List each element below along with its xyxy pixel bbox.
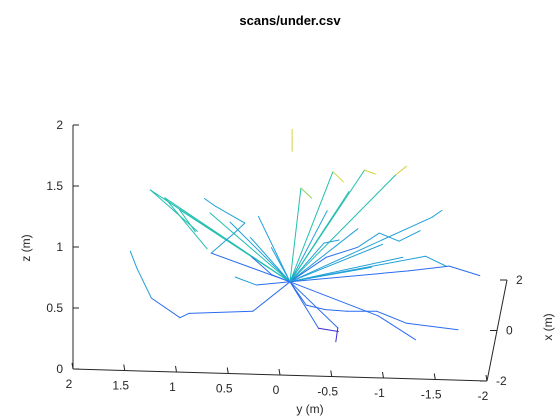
scan-line-segment (289, 171, 334, 283)
scan-line-segment (332, 171, 344, 183)
scan-line-segment (289, 255, 426, 283)
scan-line-segment (129, 250, 138, 269)
scan-line-segment (251, 256, 273, 276)
scan-line-segment (179, 312, 190, 319)
scan-line-segment (289, 256, 327, 283)
scan-line-segment (425, 255, 448, 267)
scan-line-segment (188, 310, 254, 314)
scan-line-segment (234, 276, 257, 286)
y-tick-label: -0.5 (317, 385, 338, 399)
scan-line-segment (214, 205, 246, 224)
scan-line-segment (376, 310, 408, 324)
y-tick-label: 1 (169, 380, 176, 394)
scan-line-segment (300, 187, 313, 199)
chart-title: scans/under.csv (239, 13, 341, 28)
scan-line-segment (136, 267, 152, 299)
x-tick-label: 0 (506, 324, 513, 338)
scan-lines (129, 128, 481, 343)
scan-line-segment (229, 221, 291, 283)
x-axis-label: x (m) (541, 313, 555, 340)
scan-line-segment (431, 209, 443, 218)
scan-line-segment (249, 236, 291, 283)
y-tick-mark (175, 365, 177, 373)
scan-line-segment (271, 274, 291, 283)
z-tick-label: 2 (56, 118, 63, 132)
scan-line-segment (289, 243, 384, 283)
scan-line-segment (357, 232, 380, 248)
y-tick-mark (123, 364, 126, 371)
scan-line-segment (395, 165, 407, 176)
y-tick-mark (330, 370, 333, 377)
scan-line-segment (377, 315, 416, 341)
y-tick-label: 0 (273, 383, 280, 397)
z-tick-label: 0 (56, 362, 63, 376)
scan-line-segment (398, 230, 421, 242)
y-axis-label: y (m) (296, 402, 323, 416)
y-tick-label: 2 (66, 377, 73, 391)
scan-line-segment (289, 191, 350, 283)
scan-line-segment (289, 216, 433, 283)
scan-line-segment (178, 209, 196, 233)
scan-line-segment (289, 256, 404, 283)
z-tick-label: 1 (56, 240, 63, 254)
scan-line-segment (289, 210, 328, 283)
scan-line-segment (323, 239, 340, 244)
x-tick-label: -2 (496, 374, 507, 388)
scan-line-segment (407, 265, 450, 272)
scan-line-segment (150, 297, 181, 319)
scan-line-segment (164, 197, 208, 250)
scan-line-segment (252, 281, 291, 312)
y-tick-label: -1 (374, 386, 385, 400)
scan-line-segment (289, 270, 409, 283)
x-tick-label: 2 (516, 273, 523, 287)
scan-line-segment (209, 212, 291, 283)
y-tick-mark (382, 371, 384, 379)
scan-line-segment (364, 169, 376, 175)
z-tick-label: 0.5 (46, 301, 63, 315)
scan-line-segment (289, 174, 397, 283)
scan-line-segment (335, 327, 339, 343)
scan-line-segment (289, 281, 379, 317)
scan-line-segment (448, 265, 481, 277)
y-tick-label: -1.5 (421, 388, 442, 402)
scan-line-segment (289, 242, 325, 283)
y-tick-mark (278, 368, 281, 376)
scan-line-segment (289, 281, 339, 329)
y-tick-label: -2 (478, 389, 489, 403)
tick-marks: 00.511.522 1.5 1 0.5 0 -0.5 -1 -1.5 -2-202 (46, 118, 523, 403)
scan-line-segment (289, 228, 359, 283)
scan-line-segment (232, 222, 246, 235)
scan-line-segment (325, 246, 359, 258)
y-tick-label: 0.5 (216, 382, 233, 396)
scan-line-segment (406, 322, 459, 331)
scan-line-segment (257, 215, 291, 283)
z-axis-label: z (m) (19, 234, 33, 261)
scan-line-segment (289, 187, 302, 283)
axes-3d (72, 125, 508, 382)
y-tick-mark (71, 362, 74, 370)
y-tick-mark (485, 374, 488, 382)
y-tick-mark (226, 367, 229, 374)
scan-line-segment (178, 209, 291, 283)
scan-line-segment (289, 281, 319, 329)
scan-line-segment (255, 281, 291, 286)
y-tick-label: 1.5 (112, 379, 129, 393)
z-tick-label: 1.5 (46, 179, 63, 193)
scan-line-segment (210, 233, 234, 254)
scan-line-segment (318, 327, 339, 332)
scan-line-segment (203, 198, 216, 207)
y-tick-mark (433, 373, 436, 380)
scan-line-segment (324, 309, 348, 312)
